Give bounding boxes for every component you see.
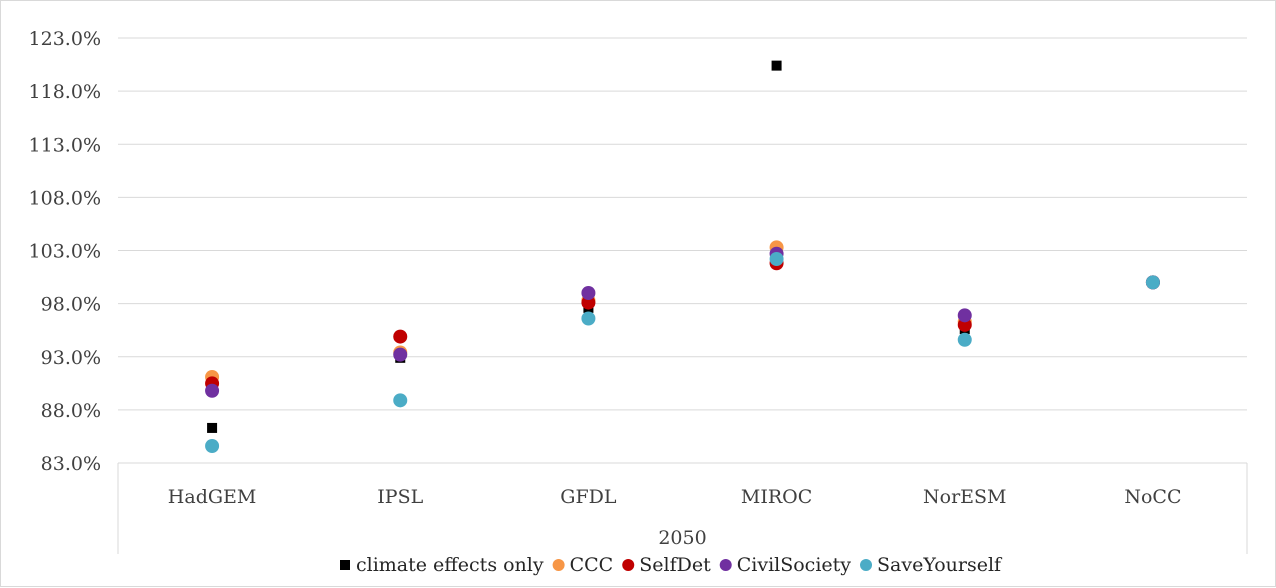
x-tick-label: IPSL bbox=[377, 486, 423, 508]
data-point bbox=[957, 317, 972, 332]
data-point bbox=[957, 308, 972, 323]
data-point bbox=[393, 329, 408, 344]
data-point bbox=[1145, 275, 1160, 290]
x-axis-group-label: 2050 bbox=[658, 527, 706, 549]
data-point bbox=[581, 295, 596, 310]
x-tick-label: MIROC bbox=[741, 486, 812, 508]
data-point bbox=[393, 347, 408, 362]
x-axis-tick-labels: HadGEM IPSL GFDL MIROC NorESM NoCC bbox=[168, 486, 1182, 508]
x-tick-label: HadGEM bbox=[168, 486, 257, 508]
y-tick-label: 103.0% bbox=[29, 241, 101, 263]
x-tick-label: NorESM bbox=[923, 486, 1007, 508]
legend-label: CCC bbox=[570, 554, 614, 576]
data-point bbox=[393, 393, 408, 408]
legend: climate effects only CCC SelfDet CivilSocie… bbox=[340, 554, 1003, 576]
legend-marker bbox=[622, 559, 635, 571]
data-point bbox=[581, 286, 596, 300]
data-point bbox=[581, 311, 596, 326]
data-point bbox=[205, 439, 220, 453]
legend-label: climate effects only bbox=[356, 554, 544, 576]
y-tick-label: 98.0% bbox=[41, 294, 101, 316]
x-tick-label: GFDL bbox=[560, 486, 617, 508]
legend-marker bbox=[552, 559, 565, 571]
legend-label: CivilSociety bbox=[737, 554, 852, 576]
y-tick-label: 108.0% bbox=[29, 187, 101, 209]
legend-label: SaveYourself bbox=[877, 554, 1003, 576]
data-point bbox=[205, 383, 220, 398]
legend-marker bbox=[860, 559, 873, 571]
y-tick-label: 118.0% bbox=[29, 81, 101, 103]
data-point bbox=[207, 422, 218, 433]
data-point bbox=[771, 60, 782, 71]
axes bbox=[117, 463, 1248, 554]
y-tick-label: 83.0% bbox=[41, 453, 101, 475]
legend-label: SelfDet bbox=[639, 554, 711, 576]
data-point bbox=[769, 252, 784, 266]
y-tick-label: 93.0% bbox=[41, 347, 101, 369]
y-tick-label: 123.0% bbox=[29, 28, 101, 50]
legend-marker bbox=[719, 559, 732, 571]
y-tick-label: 113.0% bbox=[29, 134, 101, 156]
legend-marker bbox=[340, 560, 350, 570]
x-tick-label: NoCC bbox=[1124, 486, 1181, 508]
data-points bbox=[205, 60, 1160, 453]
y-tick-label: 88.0% bbox=[41, 400, 101, 422]
y-axis-tick-labels: 83.0% 88.0% 93.0% 98.0% 103.0% 108.0% 113.0% 11… bbox=[29, 28, 101, 475]
data-point bbox=[957, 332, 972, 347]
gridlines bbox=[118, 37, 1247, 464]
